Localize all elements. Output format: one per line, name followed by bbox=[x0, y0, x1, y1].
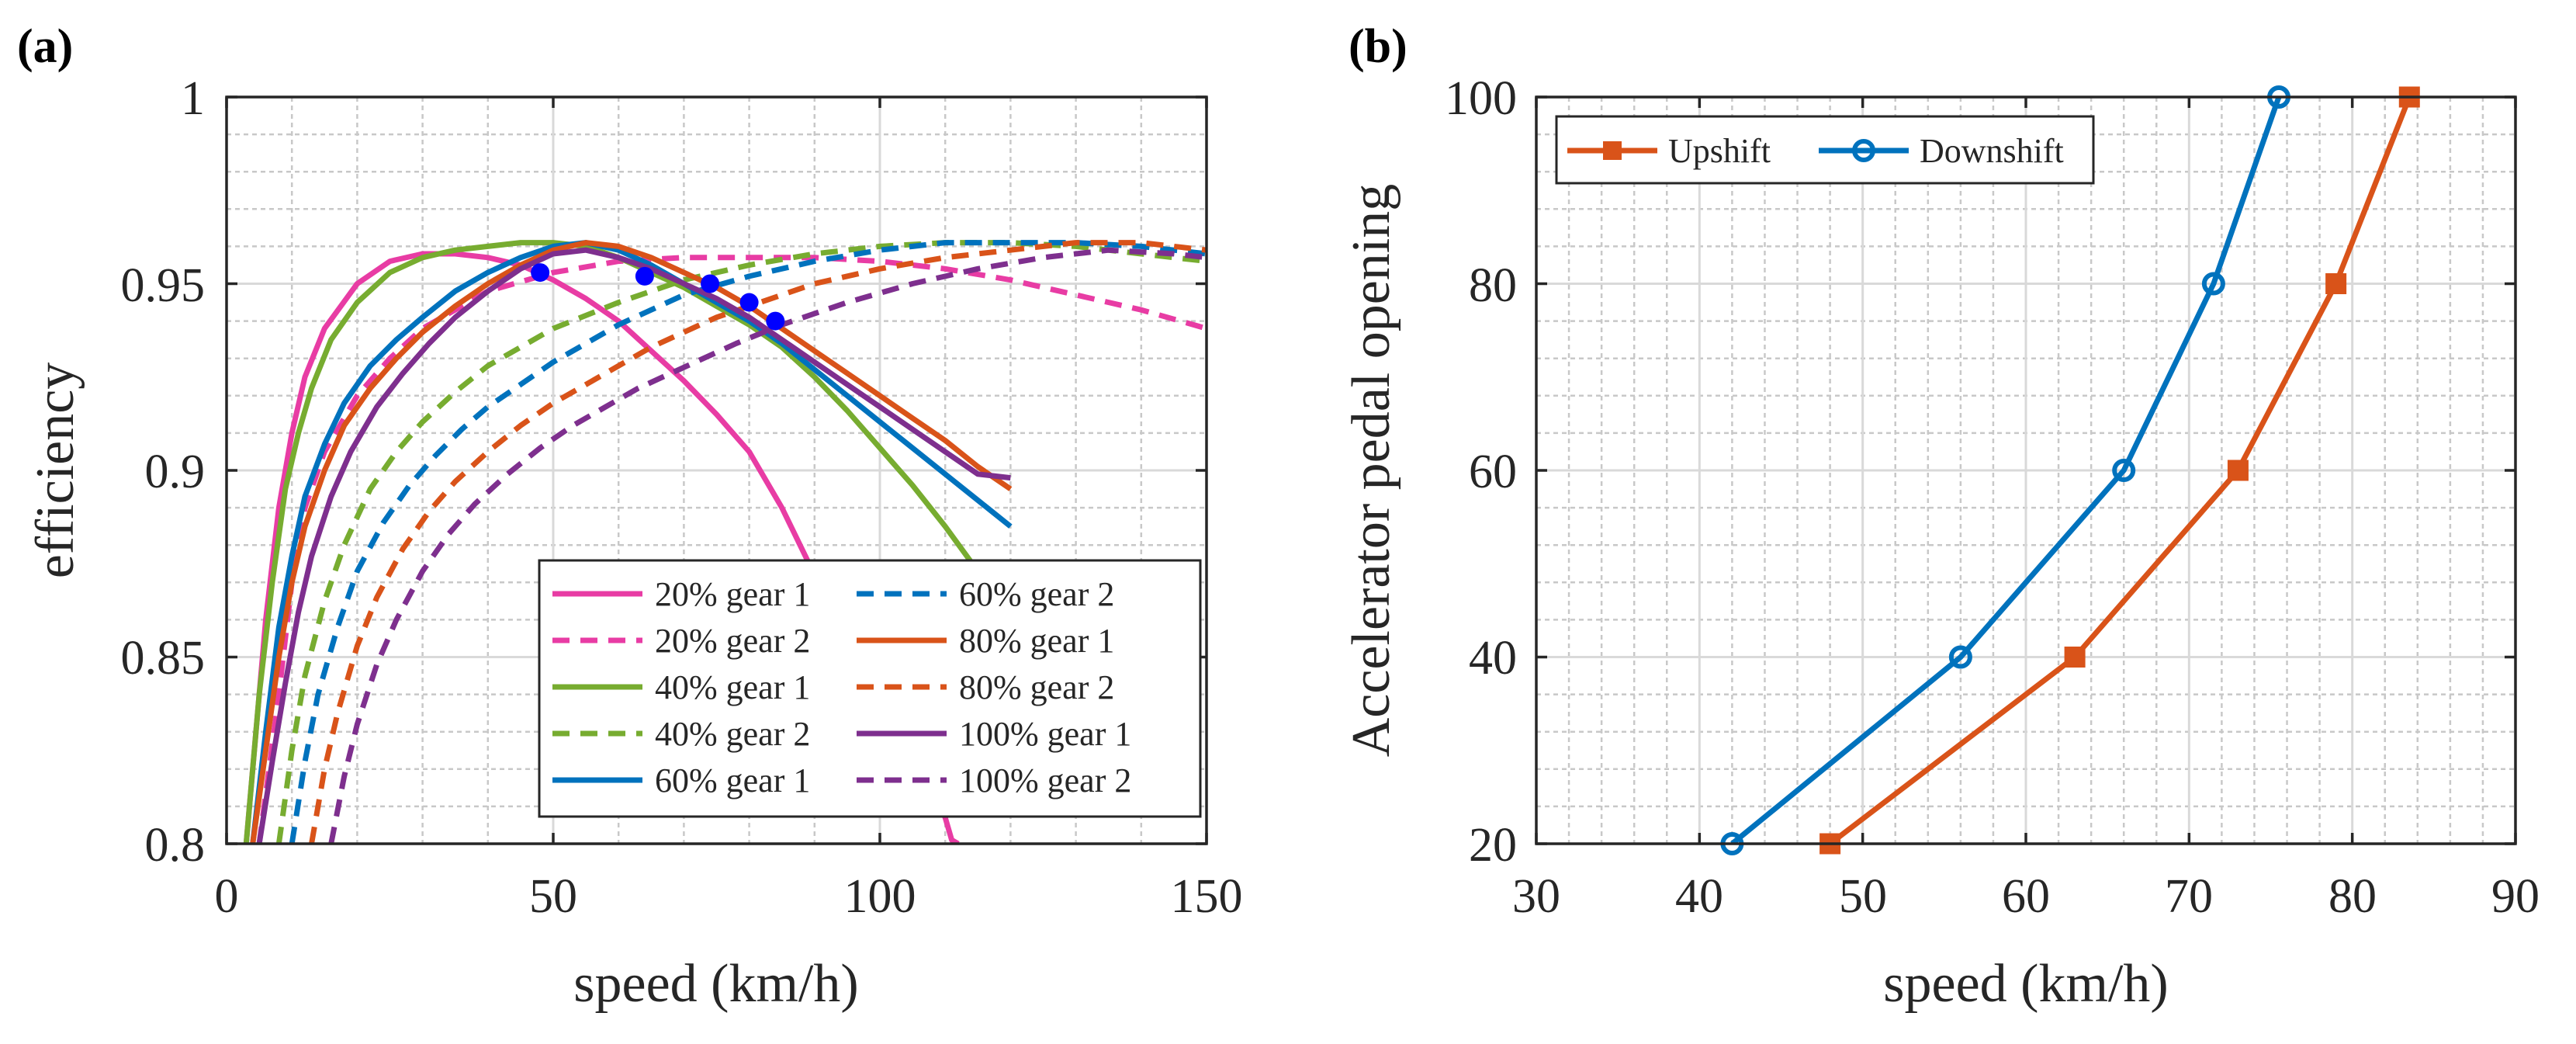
series-line-40pct-gear-2 bbox=[275, 240, 1207, 844]
x-tick-label: 70 bbox=[2165, 870, 2213, 923]
legend-label-60pct-gear-1: 60% gear 1 bbox=[655, 761, 810, 799]
legend-label-80pct-gear-1: 80% gear 1 bbox=[959, 622, 1114, 660]
panel-b-ticks bbox=[1535, 95, 2517, 845]
x-tick-label: 0 bbox=[215, 870, 239, 923]
legend-label-60pct-gear-2: 60% gear 2 bbox=[959, 575, 1114, 613]
panel-a-ticks bbox=[225, 95, 1208, 845]
y-tick-label: 80 bbox=[1469, 259, 1517, 312]
panel-b-x-tick-labels: 30 40 50 60 70 80 90 bbox=[1512, 870, 2540, 923]
y-tick-label: 0.85 bbox=[121, 632, 206, 685]
marker-upshift bbox=[2325, 273, 2347, 294]
x-tick-label: 40 bbox=[1675, 870, 1723, 923]
legend-marker-downshift bbox=[1852, 139, 1875, 162]
panel-b-x-axis-label: speed (km/h) bbox=[1883, 954, 2168, 1014]
panel-b-shift-schedule-chart: (b) 30 40 50 60 70 80 90 20 40 60 80 100… bbox=[1342, 20, 2540, 1014]
legend-label-upshift: Upshift bbox=[1668, 132, 1771, 170]
shift-point bbox=[531, 263, 550, 283]
marker-downshift bbox=[2112, 459, 2136, 482]
y-tick-label: 1 bbox=[181, 72, 205, 125]
legend-label-80pct-gear-2: 80% gear 2 bbox=[959, 668, 1114, 706]
legend-marker-upshift bbox=[1603, 141, 1622, 160]
x-tick-label: 30 bbox=[1512, 870, 1560, 923]
x-tick-label: 100 bbox=[844, 870, 916, 923]
x-tick-label: 60 bbox=[2002, 870, 2050, 923]
marker-upshift bbox=[2227, 460, 2249, 481]
panel-a-label: (a) bbox=[17, 20, 73, 73]
legend-label-100pct-gear-2: 100% gear 2 bbox=[959, 761, 1131, 799]
y-tick-label: 100 bbox=[1445, 72, 1517, 125]
legend-label-100pct-gear-1: 100% gear 1 bbox=[959, 715, 1131, 753]
legend-label-20pct-gear-2: 20% gear 2 bbox=[655, 622, 810, 660]
shift-point bbox=[739, 293, 759, 312]
marker-downshift bbox=[2201, 272, 2225, 296]
y-tick-label: 0.8 bbox=[145, 819, 206, 872]
panel-a-shift-points bbox=[531, 263, 785, 331]
shift-point bbox=[701, 274, 720, 293]
y-tick-label: 40 bbox=[1469, 632, 1517, 685]
marker-downshift bbox=[1948, 645, 1972, 669]
legend-label-20pct-gear-1: 20% gear 1 bbox=[655, 575, 810, 613]
series-line-100pct-gear-1 bbox=[256, 247, 1011, 844]
x-tick-label: 50 bbox=[529, 870, 577, 923]
shift-point bbox=[635, 266, 654, 286]
series-line-60pct-gear-2 bbox=[289, 240, 1207, 844]
series-line-80pct-gear-1 bbox=[250, 240, 1013, 844]
legend-label-40pct-gear-2: 40% gear 2 bbox=[655, 715, 810, 753]
panel-a-series bbox=[243, 240, 1207, 844]
y-tick-label: 0.9 bbox=[145, 446, 206, 498]
panel-b-y-axis-label: Accelerator pedal opening bbox=[1342, 184, 1401, 758]
panel-b-label: (b) bbox=[1349, 20, 1407, 73]
y-tick-label: 0.95 bbox=[121, 259, 206, 312]
panel-a-legend: 20% gear 1 20% gear 2 40% gear 1 40% gear 2… bbox=[538, 559, 1202, 818]
legend-label-downshift: Downshift bbox=[1920, 132, 2064, 170]
panel-a-y-axis-label: efficiency bbox=[26, 362, 85, 579]
panel-a-x-tick-labels: 0 50 100 150 bbox=[215, 870, 1243, 923]
panel-a-efficiency-chart: (a) 0 50 100 150 0.8 0.85 0.9 0.95 1 spe… bbox=[17, 20, 1243, 1014]
shift-point bbox=[766, 311, 785, 331]
legend-label-40pct-gear-1: 40% gear 1 bbox=[655, 668, 810, 706]
marker-upshift bbox=[2064, 647, 2086, 668]
panel-b-grid bbox=[1535, 95, 2517, 845]
x-tick-label: 50 bbox=[1839, 870, 1887, 923]
series-line-80pct-gear-2 bbox=[309, 240, 1207, 844]
panel-b-y-tick-labels: 20 40 60 80 100 bbox=[1445, 72, 1517, 872]
panel-a-y-tick-labels: 0.8 0.85 0.9 0.95 1 bbox=[121, 72, 206, 872]
series-line-100pct-gear-2 bbox=[328, 247, 1207, 844]
series-line-20pct-gear-2 bbox=[256, 255, 1207, 844]
panel-b-legend: Upshift Downshift bbox=[1555, 115, 2095, 185]
series-line-downshift bbox=[1730, 97, 2282, 844]
x-tick-label: 90 bbox=[2491, 870, 2540, 923]
y-tick-label: 60 bbox=[1469, 446, 1517, 498]
x-tick-label: 80 bbox=[2328, 870, 2377, 923]
panel-a-x-axis-label: speed (km/h) bbox=[573, 954, 858, 1014]
y-tick-label: 20 bbox=[1469, 819, 1517, 872]
x-tick-label: 150 bbox=[1171, 870, 1243, 923]
